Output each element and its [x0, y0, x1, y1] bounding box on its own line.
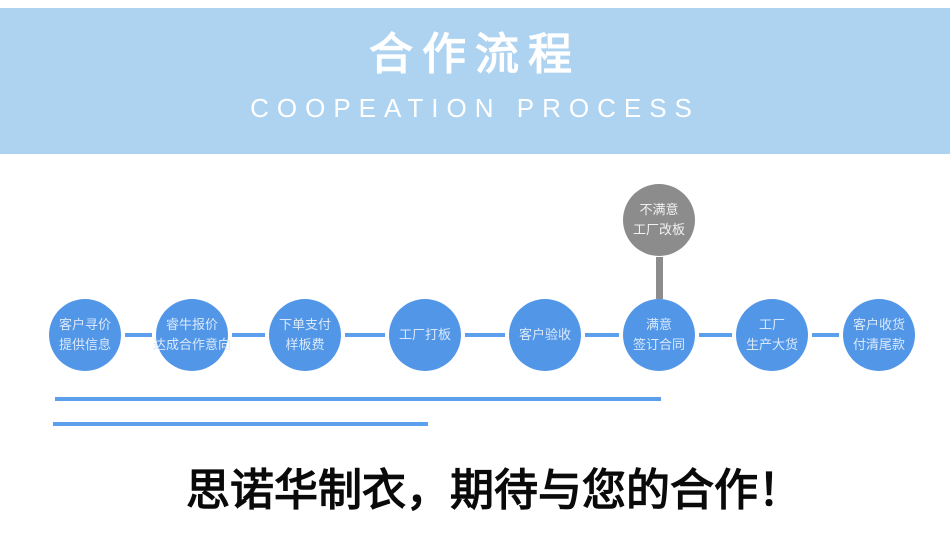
step-7-line-2: 生产大货: [745, 337, 798, 352]
flow-step-6-sign-contract: 满意 签订合同: [623, 299, 695, 371]
step-4-line-1: 工厂打板: [398, 327, 451, 342]
step-1-line-2: 提供信息: [58, 337, 111, 352]
decorative-underline-long: [55, 397, 661, 401]
connector-line-1-2: [125, 333, 152, 337]
step-2-line-2: 达成合作意向: [153, 337, 232, 352]
step-2-line-1: 睿牛报价: [165, 317, 218, 332]
connector-line-2-3: [232, 333, 265, 337]
footer-slogan: 思诺华制衣，期待与您的合作！: [186, 466, 802, 515]
connector-line-5-6: [585, 333, 619, 337]
header-banner: 合作流程 COOPEATION PROCESS: [0, 8, 950, 154]
flow-step-7-bulk-production: 工厂 生产大货: [736, 299, 808, 371]
step-6-line-2: 签订合同: [632, 337, 685, 352]
connector-line-3-4: [345, 333, 385, 337]
flow-rework-line-2: 工厂改板: [632, 222, 685, 237]
connector-line-6-7: [699, 333, 732, 337]
flow-step-2-quotation: 睿牛报价 达成合作意向: [153, 299, 232, 371]
connector-line-7-8: [812, 333, 839, 337]
step-3-line-1: 下单支付: [278, 317, 331, 332]
page-subtitle: COOPEATION PROCESS: [250, 93, 700, 123]
step-1-line-1: 客户寻价: [58, 317, 111, 332]
flow-step-3-order-payment: 下单支付 样板费: [269, 299, 341, 371]
step-8-line-1: 客户收货: [852, 317, 905, 332]
step-5-line-1: 客户验收: [518, 327, 571, 342]
flow-step-4-factory-sample: 工厂打板: [389, 299, 461, 371]
step-6-line-1: 满意: [645, 317, 672, 332]
decorative-underline-short: [53, 422, 428, 426]
rework-stem-line: [656, 257, 663, 299]
flow-step-5-customer-acceptance: 客户验收: [509, 299, 581, 371]
step-8-line-2: 付清尾款: [852, 337, 905, 352]
flow-rework-circle: 不满意 工厂改板: [623, 184, 695, 256]
connector-line-4-5: [465, 333, 505, 337]
page-title: 合作流程: [369, 30, 581, 79]
flow-step-8-receive-goods: 客户收货 付清尾款: [843, 299, 915, 371]
flow-rework-line-1: 不满意: [639, 202, 679, 217]
step-3-line-2: 样板费: [285, 337, 325, 352]
flow-step-1-customer-inquiry: 客户寻价 提供信息: [49, 299, 121, 371]
step-7-line-1: 工厂: [758, 317, 785, 332]
